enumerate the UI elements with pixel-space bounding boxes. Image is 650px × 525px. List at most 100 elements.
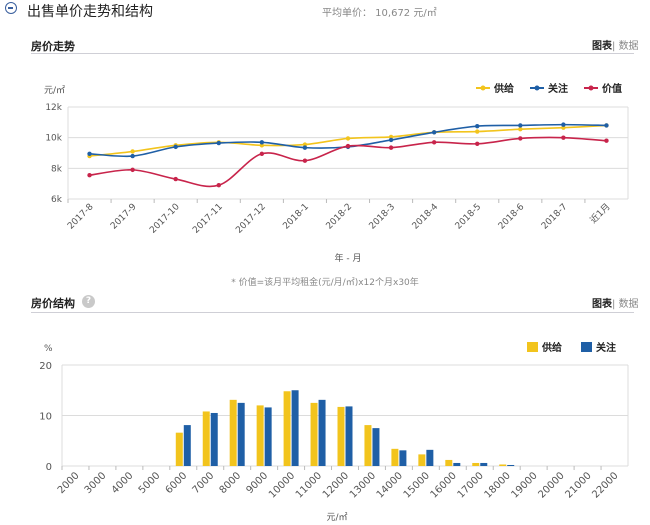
data-point xyxy=(130,153,135,159)
legend-label: 关注 xyxy=(548,82,568,95)
bar xyxy=(337,406,345,466)
structure-section-title: 房价结构 xyxy=(31,297,75,310)
legend-label: 供给 xyxy=(541,341,562,354)
legend-label: 供给 xyxy=(493,82,514,95)
x-tick-label: 18000 xyxy=(483,470,513,500)
section-header: 出售单价走势和结构 平均单价： 10,672 元/㎡ xyxy=(0,0,650,22)
x-tick-label: 2018-4 xyxy=(411,202,441,232)
data-point xyxy=(431,140,437,145)
data-point xyxy=(475,129,480,134)
bar xyxy=(229,399,237,466)
x-tick-label: 2017-11 xyxy=(191,202,225,236)
data-point xyxy=(561,135,566,140)
x-tick-label: 8000 xyxy=(218,470,244,496)
y-tick-label: 6k xyxy=(51,195,63,205)
x-tick-label: 2017-9 xyxy=(109,202,139,232)
legend-marker xyxy=(534,85,540,91)
x-tick-label: 2000 xyxy=(56,470,82,496)
question-circle-icon[interactable]: ? xyxy=(82,295,95,308)
data-point xyxy=(173,176,178,182)
tab-separator: | xyxy=(612,41,619,52)
value-footnote: * 价值=该月平均租金(元/月/㎡)x12个月x30年 xyxy=(231,278,419,288)
data-point xyxy=(130,167,135,173)
data-point xyxy=(87,173,92,178)
data-point xyxy=(345,143,351,149)
trend-tab-chart[interactable]: 图表 xyxy=(592,41,612,52)
x-tick-label: 16000 xyxy=(429,470,459,500)
data-point xyxy=(302,158,308,163)
trend-divider xyxy=(31,53,634,54)
data-point xyxy=(518,136,523,141)
bar xyxy=(237,402,245,466)
bar xyxy=(399,450,407,466)
data-point xyxy=(302,145,308,150)
minus-circle-icon[interactable] xyxy=(5,2,17,14)
bar xyxy=(426,449,434,466)
x-tick-label: 6000 xyxy=(164,470,190,496)
y-axis-label: % xyxy=(44,344,53,354)
y-tick-label: 0 xyxy=(46,462,52,473)
legend-swatch xyxy=(581,342,592,352)
legend-label: 关注 xyxy=(596,341,616,354)
data-point xyxy=(130,149,135,154)
x-tick-label: 近1月 xyxy=(587,201,612,226)
bar xyxy=(499,464,507,466)
y-axis-label: 元/㎡ xyxy=(44,85,65,96)
bar xyxy=(507,464,515,466)
x-tick-label: 10000 xyxy=(267,470,297,500)
x-tick-label: 2018-1 xyxy=(281,202,311,232)
structure-divider xyxy=(31,312,634,313)
bar xyxy=(318,399,326,466)
x-tick-label: 4000 xyxy=(110,470,136,496)
price-trend-chart: 元/㎡ 6k 8k 10k 12k 2017-8 2017-9 2017-10 2017-11 2… xyxy=(44,82,629,264)
structure-tab-data[interactable]: 数据 xyxy=(618,299,639,310)
data-point xyxy=(173,144,178,150)
bar xyxy=(372,428,380,466)
average-price: 平均单价： 10,672 元/㎡ xyxy=(322,8,437,19)
x-tick-label: 20000 xyxy=(536,470,566,500)
data-point xyxy=(561,122,566,127)
structure-tab-chart[interactable]: 图表 xyxy=(592,299,612,310)
x-tick-label: 2017-12 xyxy=(234,202,268,236)
y-tick-label: 20 xyxy=(39,361,52,372)
y-tick-label: 12k xyxy=(45,103,62,113)
data-point xyxy=(259,151,265,156)
x-tick-label: 2018-6 xyxy=(497,202,527,232)
data-point xyxy=(87,151,92,156)
x-tick-label: 7000 xyxy=(191,470,217,496)
data-point xyxy=(431,130,437,135)
bar xyxy=(202,411,210,466)
trend-tab-data[interactable]: 数据 xyxy=(618,41,639,52)
bar xyxy=(472,462,480,466)
x-tick-label: 2018-2 xyxy=(325,202,355,232)
x-tick-label: 22000 xyxy=(590,470,620,500)
x-tick-label: 2017-10 xyxy=(148,202,182,236)
x-tick-label: 11000 xyxy=(294,470,324,500)
x-tick-label: 19000 xyxy=(510,470,540,500)
x-tick-label: 2018-5 xyxy=(454,202,484,232)
bar xyxy=(418,454,426,466)
data-point xyxy=(604,138,609,143)
x-tick-label: 2018-7 xyxy=(540,202,570,232)
data-point xyxy=(259,143,265,148)
data-point xyxy=(561,125,566,130)
trend-section-title: 房价走势 xyxy=(31,40,75,53)
data-point xyxy=(388,134,394,140)
bar xyxy=(183,425,191,466)
x-tick-label: 12000 xyxy=(321,470,351,500)
legend-label: 价值 xyxy=(602,82,622,95)
page-title: 出售单价走势和结构 xyxy=(27,4,153,20)
x-tick-label: 21000 xyxy=(563,470,593,500)
y-tick-label: 8k xyxy=(51,164,63,174)
bar xyxy=(264,407,272,466)
data-point xyxy=(604,123,609,128)
legend-marker xyxy=(588,85,594,91)
y-tick-label: 10k xyxy=(45,134,62,144)
x-axis-label: 年 - 月 xyxy=(335,252,362,264)
x-tick-label: 14000 xyxy=(375,470,405,500)
data-point xyxy=(388,145,394,150)
bar xyxy=(175,432,183,466)
bar xyxy=(391,448,399,466)
data-point xyxy=(475,141,480,146)
